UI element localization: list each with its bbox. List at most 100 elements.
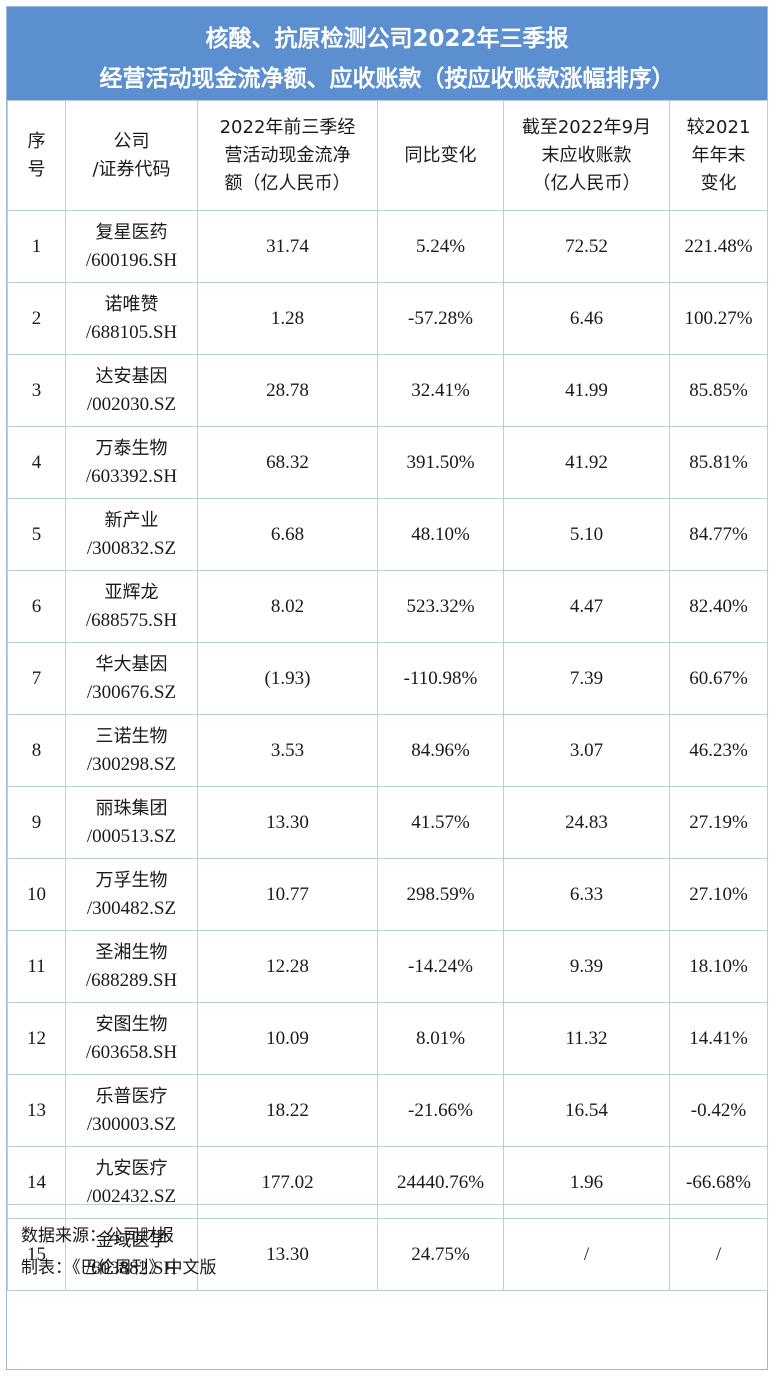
stock-code: /603392.SH <box>85 465 178 487</box>
table-row: 2 诺唯赞/688105.SH 1.28 -57.28% 6.46 100.27% <box>7 282 768 355</box>
cell-yoy: 8.01% <box>377 1002 504 1075</box>
cell-receivables: 7.39 <box>503 642 670 715</box>
cell-company: 万泰生物/603392.SH <box>65 426 198 499</box>
cell-cashflow: 31.74 <box>197 210 378 283</box>
cell-change: 18.10% <box>669 930 768 1003</box>
cell-yoy: 32.41% <box>377 354 504 427</box>
cell-yoy: 391.50% <box>377 426 504 499</box>
cell-receivables: 16.54 <box>503 1074 670 1147</box>
header-cashflow-line: 营活动现金流净 <box>224 144 351 166</box>
made-by-note: 制表：《巴伦周刊》中文版 <box>21 1258 217 1278</box>
cell-change: 221.48% <box>669 210 768 283</box>
cell-yoy: -14.24% <box>377 930 504 1003</box>
cell-company: 亚辉龙/688575.SH <box>65 570 198 643</box>
header-seq-line: 号 <box>27 158 46 180</box>
cell-yoy: 84.96% <box>377 714 504 787</box>
cell-seq: 9 <box>7 786 66 859</box>
cell-receivables: 72.52 <box>503 210 670 283</box>
stock-code: /300832.SZ <box>86 537 177 559</box>
table-row: 4 万泰生物/603392.SH 68.32 391.50% 41.92 85.81% <box>7 426 768 499</box>
cell-seq: 3 <box>7 354 66 427</box>
stock-code: /300676.SZ <box>86 681 177 703</box>
company-name: 九安医疗 <box>95 1157 168 1179</box>
cell-receivables: 5.10 <box>503 498 670 571</box>
cell-yoy: -110.98% <box>377 642 504 715</box>
cell-cashflow: 13.30 <box>197 1218 378 1291</box>
cell-seq: 6 <box>7 570 66 643</box>
stock-code: /688289.SH <box>85 969 178 991</box>
cell-seq: 12 <box>7 1002 66 1075</box>
stock-code: /002030.SZ <box>86 393 177 415</box>
table-row: 3 达安基因/002030.SZ 28.78 32.41% 41.99 85.85% <box>7 354 768 427</box>
title-banner: 核酸、抗原检测公司2022年三季报 经营活动现金流净额、应收账款（按应收账款涨幅… <box>7 7 767 100</box>
table-row: 6 亚辉龙/688575.SH 8.02 523.32% 4.47 82.40% <box>7 570 768 643</box>
header-receivables: 截至2022年9月 末应收账款 （亿人民币） <box>503 100 670 211</box>
header-row: 序 号 公司 /证券代码 2022年前三季经 营活动现金流净 额（亿人民币） 同… <box>7 100 768 211</box>
table-row: 11 圣湘生物/688289.SH 12.28 -14.24% 9.39 18.10% <box>7 930 768 1003</box>
cell-cashflow: 13.30 <box>197 786 378 859</box>
company-name: 圣湘生物 <box>95 941 168 963</box>
company-name: 亚辉龙 <box>104 581 159 603</box>
company-name: 三诺生物 <box>95 725 168 747</box>
cell-cashflow: 10.77 <box>197 858 378 931</box>
cell-company: 金域医学/603882.SH <box>65 1218 198 1291</box>
table-row: 15 金域医学/603882.SH 13.30 24.75% / / <box>7 1218 768 1291</box>
cell-cashflow: 68.32 <box>197 426 378 499</box>
header-receivables-line: 截至2022年9月 <box>521 116 652 138</box>
stock-code: /300482.SZ <box>86 897 177 919</box>
cell-change: -66.68% <box>669 1146 768 1219</box>
header-company-line: /证券代码 <box>92 158 171 180</box>
header-receivables-line: （亿人民币） <box>532 172 641 194</box>
title-line-2: 经营活动现金流净额、应收账款（按应收账款涨幅排序） <box>99 66 675 92</box>
header-change-line: 较2021 <box>686 116 751 138</box>
cell-cashflow: 10.09 <box>197 1002 378 1075</box>
cell-seq: 2 <box>7 282 66 355</box>
company-name: 安图生物 <box>95 1013 168 1035</box>
stock-code: /603658.SH <box>85 1041 178 1063</box>
cell-company: 乐普医疗/300003.SZ <box>65 1074 198 1147</box>
table-row: 1 复星医药/600196.SH 31.74 5.24% 72.52 221.48% <box>7 210 768 283</box>
cell-change: 27.19% <box>669 786 768 859</box>
cell-change: 46.23% <box>669 714 768 787</box>
stock-code: /688575.SH <box>85 609 178 631</box>
cell-receivables: 6.33 <box>503 858 670 931</box>
table-row: 12 安图生物/603658.SH 10.09 8.01% 11.32 14.41% <box>7 1002 768 1075</box>
cell-cashflow: 18.22 <box>197 1074 378 1147</box>
cell-seq: 8 <box>7 714 66 787</box>
cell-company: 丽珠集团/000513.SZ <box>65 786 198 859</box>
cell-yoy: 5.24% <box>377 210 504 283</box>
stock-code: /300298.SZ <box>86 753 177 775</box>
cell-change: 100.27% <box>669 282 768 355</box>
cell-company: 诺唯赞/688105.SH <box>65 282 198 355</box>
report-card: 核酸、抗原检测公司2022年三季报 经营活动现金流净额、应收账款（按应收账款涨幅… <box>6 6 768 1370</box>
cell-receivables: 4.47 <box>503 570 670 643</box>
cell-company: 九安医疗/002432.SZ <box>65 1146 198 1219</box>
cell-receivables: 6.46 <box>503 282 670 355</box>
header-company-line: 公司 <box>113 130 150 152</box>
header-cashflow: 2022年前三季经 营活动现金流净 额（亿人民币） <box>197 100 378 211</box>
cell-receivables: 24.83 <box>503 786 670 859</box>
cell-seq: 5 <box>7 498 66 571</box>
company-name: 金域医学 <box>95 1229 168 1251</box>
table-row: 10 万孚生物/300482.SZ 10.77 298.59% 6.33 27.10% <box>7 858 768 931</box>
header-change: 较2021 年年末 变化 <box>669 100 768 211</box>
cell-receivables: 1.96 <box>503 1146 670 1219</box>
company-name: 诺唯赞 <box>104 293 159 315</box>
cell-seq: 1 <box>7 210 66 283</box>
cell-seq: 10 <box>7 858 66 931</box>
cell-seq: 13 <box>7 1074 66 1147</box>
company-name: 复星医药 <box>95 221 168 243</box>
footer: 数据来源：公司财报 制表：《巴伦周刊》中文版 <box>7 1204 767 1370</box>
header-receivables-line: 末应收账款 <box>541 144 632 166</box>
cell-seq: 7 <box>7 642 66 715</box>
cell-cashflow: 8.02 <box>197 570 378 643</box>
cell-yoy: -21.66% <box>377 1074 504 1147</box>
cell-change: 85.85% <box>669 354 768 427</box>
cell-cashflow: 177.02 <box>197 1146 378 1219</box>
cell-change: 60.67% <box>669 642 768 715</box>
cell-yoy: 48.10% <box>377 498 504 571</box>
header-cashflow-line: 额（亿人民币） <box>224 172 351 194</box>
stock-code: /000513.SZ <box>86 825 177 847</box>
stock-code: /300003.SZ <box>86 1113 177 1135</box>
cell-cashflow: 12.28 <box>197 930 378 1003</box>
